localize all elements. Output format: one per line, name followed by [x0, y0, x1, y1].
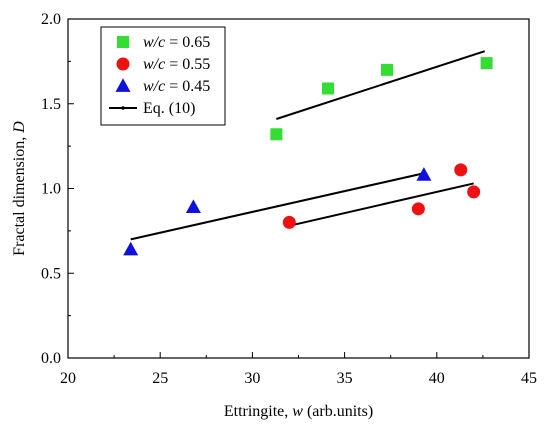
legend-marker-circle-shape [116, 57, 130, 71]
point-series-1-1 [270, 128, 283, 141]
point-series-3-3 [416, 167, 432, 181]
point-series-2-4 [467, 185, 481, 199]
legend-line-dot [121, 106, 125, 110]
fit-line-series-3 [130, 172, 425, 241]
legend-label-fit: Eq. (10) [143, 100, 195, 117]
legend-entry-series-3: w/c = 0.45 [115, 78, 210, 95]
y-tick-label-2: 1.0 [41, 181, 61, 198]
point-series-3-2 [185, 199, 201, 213]
point-series-3-1 [123, 241, 139, 256]
fit-line-series-2 [289, 182, 474, 227]
point-series-2-3 [454, 163, 468, 177]
legend-entry-series-1: w/c = 0.65 [117, 34, 210, 51]
legend-entry-series-2: w/c = 0.55 [116, 56, 210, 73]
x-tick-label-3: 35 [337, 370, 353, 387]
legend-marker-triangle [115, 78, 131, 92]
point-series-1-3 [381, 63, 394, 76]
legend-marker-circle [116, 57, 130, 71]
tick-labels: 20 25 30 35 40 45 0.0 0.5 1.0 1.5 2.0 [41, 11, 537, 387]
legend-marker-square [117, 36, 129, 48]
legend-label-series-3: w/c = 0.45 [143, 78, 210, 95]
plot-frame [67, 18, 530, 359]
point-series-2-1 [282, 215, 296, 229]
x-tick-label-0: 20 [60, 370, 76, 387]
y-tick-label-3: 1.5 [41, 96, 61, 113]
legend-marker-line [109, 106, 137, 110]
legend-label-series-2: w/c = 0.55 [143, 56, 210, 73]
x-tick-label-1: 25 [152, 370, 168, 387]
data-points [123, 57, 493, 256]
legend-marker-triangle-shape [115, 78, 131, 92]
x-axis-title: Ettringite, w (arb.units) [224, 403, 373, 420]
x-tick-label-4: 40 [429, 370, 445, 387]
y-tick-label-1: 0.5 [41, 265, 61, 282]
legend-marker-square-shape [117, 36, 129, 48]
y-tick-label-0: 0.0 [41, 350, 61, 367]
y-tick-label-4: 2.0 [41, 11, 61, 28]
legend-label-series-1: w/c = 0.65 [143, 34, 210, 51]
legend-entry-fit: Eq. (10) [109, 100, 195, 117]
fit-lines [130, 50, 486, 241]
point-series-1-4 [480, 57, 493, 70]
legend: w/c = 0.65 w/c = 0.55 w/c = 0.45 Eq. (10… [100, 26, 226, 126]
x-tick-label-5: 45 [521, 370, 537, 387]
point-series-1-2 [322, 82, 335, 95]
point-series-2-2 [411, 202, 425, 216]
x-tick-label-2: 30 [244, 370, 260, 387]
fit-line-series-1 [276, 50, 486, 120]
y-axis-title: Fractal dimension, D [11, 121, 28, 256]
